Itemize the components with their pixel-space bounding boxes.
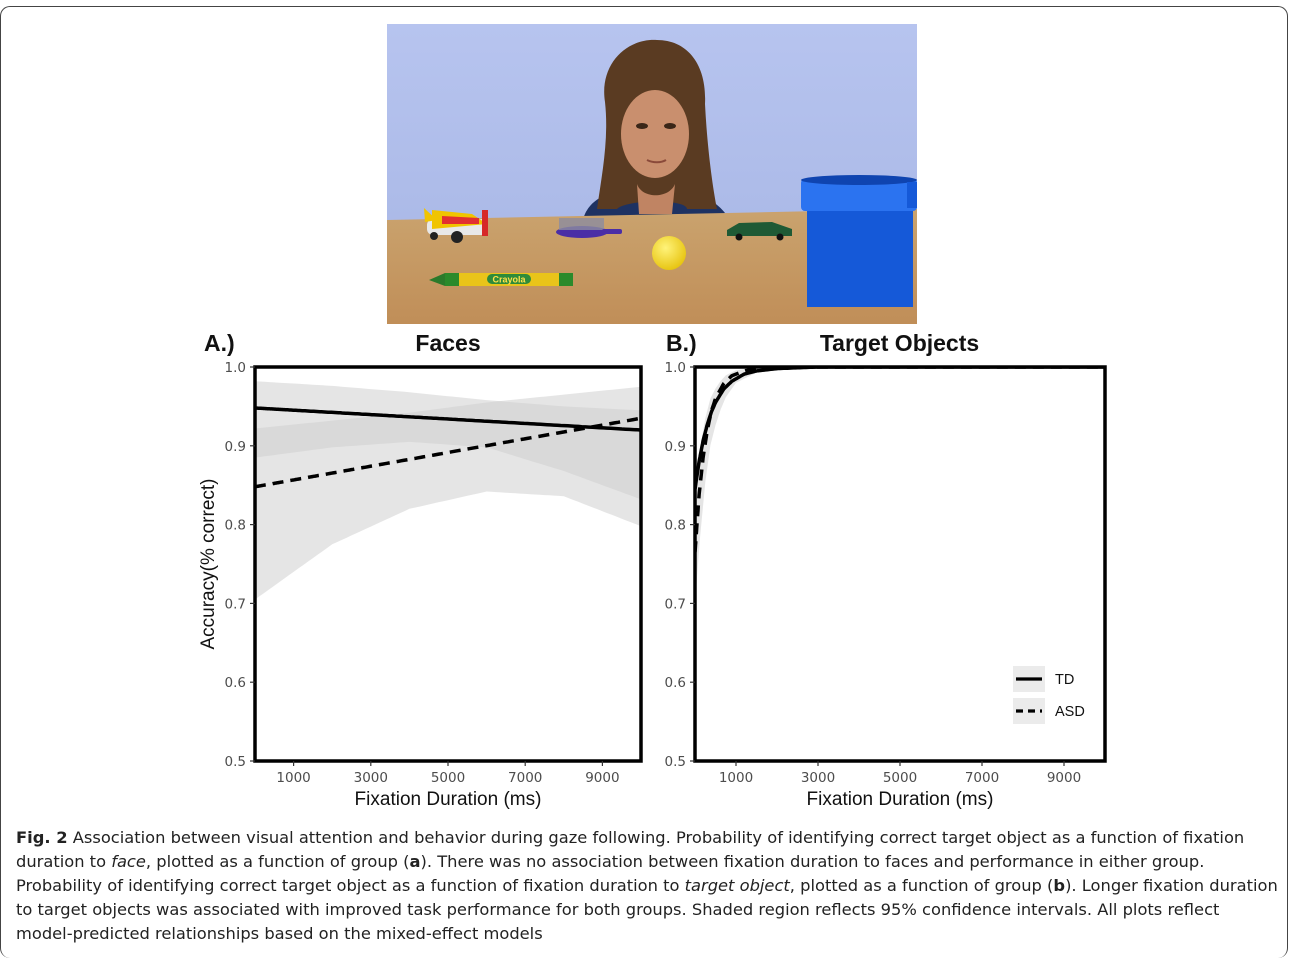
- caption-segment: a: [409, 852, 421, 871]
- x-axis-label: Fixation Duration (ms): [807, 789, 994, 810]
- faces-chart: 0.5 0.6 0.7 0.8 0.9 1.0 1000 3000 5000 7000 9000 Fi…: [198, 360, 643, 810]
- caption-text: Association between visual attention and…: [16, 828, 1278, 943]
- y-tick-label: 1.0: [665, 360, 686, 376]
- legend-label-asd: ASD: [1055, 704, 1085, 720]
- panel-a-title: Faces: [415, 330, 481, 356]
- ci-ribbon-asd: [695, 367, 1105, 604]
- toy-cup: [801, 175, 917, 307]
- x-tick-label: 9000: [585, 770, 619, 786]
- series-line-asd: [695, 367, 1105, 554]
- y-tick-label: 0.9: [225, 439, 246, 455]
- x-axis-label: Fixation Duration (ms): [355, 789, 542, 810]
- series-line-td: [695, 367, 1105, 491]
- panel-b-title: Target Objects: [819, 330, 980, 356]
- legend-label-td: TD: [1055, 672, 1074, 688]
- caption-segment: , plotted as a function of group (: [145, 852, 410, 871]
- figure-caption: Fig. 2 Association between visual attent…: [16, 826, 1278, 946]
- caption-segment: face: [111, 852, 146, 871]
- x-tick-label: 7000: [965, 770, 999, 786]
- x-tick-label: 1000: [719, 770, 753, 786]
- x-tick-label: 5000: [431, 770, 465, 786]
- y-tick-label: 0.7: [225, 596, 246, 612]
- x-tick-label: 3000: [801, 770, 835, 786]
- x-tick-label: 5000: [883, 770, 917, 786]
- plot-area: [255, 381, 641, 600]
- y-tick-label: 0.8: [665, 518, 686, 534]
- y-tick-label: 0.5: [225, 754, 246, 770]
- x-tick-label: 7000: [508, 770, 542, 786]
- series-line-td: [255, 406, 641, 432]
- toy-ball: [652, 236, 686, 270]
- caption-segment: , plotted as a function of group (: [789, 876, 1054, 895]
- caption-label: Fig. 2: [16, 828, 68, 847]
- plot-area: [695, 367, 1105, 604]
- target-objects-chart: 0.5 0.6 0.7 0.8 0.9 1.0 1000 3000 5000 7000 9000 Fi…: [665, 360, 1107, 810]
- toy-crayon: Crayola: [429, 273, 573, 286]
- caption-segment: b: [1053, 876, 1066, 895]
- x-tick-label: 3000: [354, 770, 388, 786]
- panel-b-label: B.): [666, 330, 697, 356]
- ci-ribbon-asd: [255, 386, 641, 600]
- stimulus-photo: Crayola: [387, 24, 917, 324]
- panel-a-label: A.): [204, 330, 235, 356]
- y-tick-label: 0.7: [665, 596, 686, 612]
- caption-segment: ). There was no association between fixa…: [16, 852, 1205, 895]
- toy-car: [727, 222, 792, 241]
- y-tick-label: 0.8: [225, 518, 246, 534]
- y-tick-label: 0.6: [665, 675, 686, 691]
- y-tick-label: 0.5: [665, 754, 686, 770]
- toy-hairbrush: [556, 218, 622, 238]
- y-tick-label: 1.0: [225, 360, 246, 376]
- series-line-asd: [255, 416, 641, 489]
- caption-segment: target object: [684, 876, 790, 895]
- x-tick-label: 9000: [1047, 770, 1081, 786]
- figure-frame: [0, 6, 1288, 958]
- caption-segment: ). Longer fixation duration to target ob…: [16, 876, 1278, 943]
- crayon-label: Crayola: [492, 275, 526, 285]
- y-tick-label: 0.6: [225, 675, 246, 691]
- y-axis-label: Accuracy(% correct): [198, 478, 219, 649]
- table: [387, 209, 917, 324]
- caption-segment: Association between visual attention and…: [16, 828, 1245, 871]
- y-tick-label: 0.9: [665, 439, 686, 455]
- x-tick-label: 1000: [276, 770, 310, 786]
- stimulus-photo-drawing: Crayola: [387, 24, 917, 324]
- toy-airplane: [424, 208, 488, 243]
